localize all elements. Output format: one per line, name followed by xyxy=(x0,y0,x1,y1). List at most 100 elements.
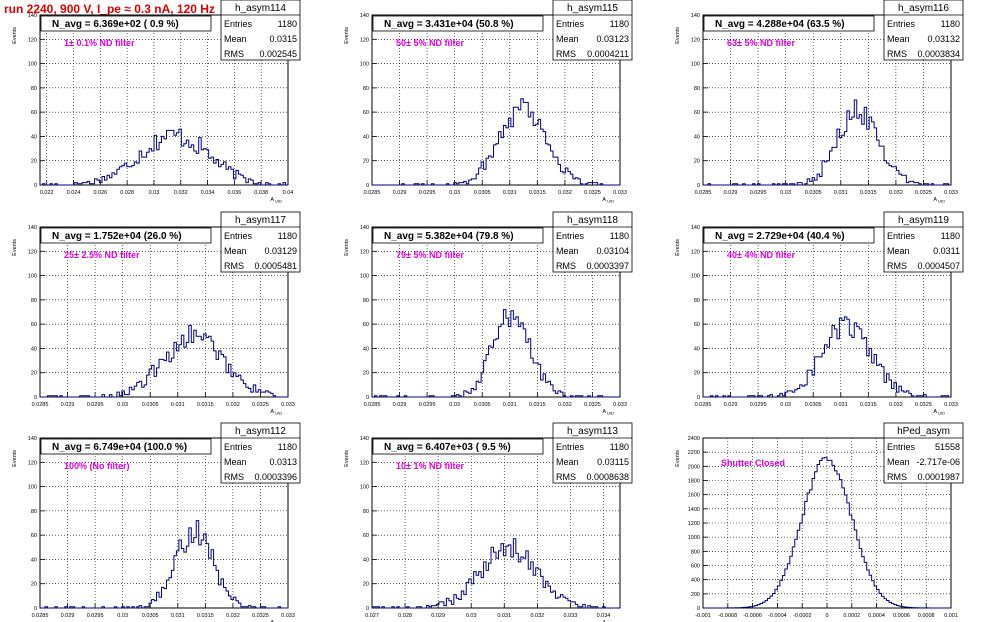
histogram-title-box xyxy=(703,227,875,244)
y-tick-label: 40 xyxy=(31,346,37,352)
y-tick-label: 120 xyxy=(28,37,37,43)
x-tick-label: 0.03 xyxy=(449,402,460,408)
panel-h_asym118: 0.0285 0.029 0.0295 0.03 0.0305 0.031 0.0315 0.… xyxy=(344,211,633,416)
x-axis-title: A UID xyxy=(602,197,614,204)
y-tick-label: 40 xyxy=(363,557,369,563)
stats-name: h_asym119 xyxy=(898,215,949,226)
y-tick-label: 0 xyxy=(366,183,369,189)
plot-frame xyxy=(39,226,289,398)
y-tick-label: 140 xyxy=(28,436,37,442)
x-tick-label: 0 xyxy=(825,613,828,619)
x-tick-label: 0.029 xyxy=(431,613,445,619)
plot-frame xyxy=(371,226,621,398)
x-tick-label: 0.0325 xyxy=(915,402,932,408)
x-tick-label: 0.0285 xyxy=(695,402,712,408)
y-tick-label: 0 xyxy=(697,395,700,401)
stats-name: h_asym113 xyxy=(567,426,618,437)
x-tick-label: 0.03 xyxy=(466,613,477,619)
x-tick-label: 0.0305 xyxy=(474,190,491,196)
y-tick-label: 100 xyxy=(360,485,369,491)
stats-box xyxy=(220,0,301,61)
y-tick-label: 2000 xyxy=(688,464,700,470)
x-tick-label: 0.031 xyxy=(171,402,185,408)
y-tick-label: 120 xyxy=(28,249,37,255)
y-tick-label: 80 xyxy=(363,509,369,515)
y-tick-label: 60 xyxy=(31,322,37,328)
x-tick-label: 0.026 xyxy=(93,190,107,196)
x-tick-label: 0.0305 xyxy=(142,402,159,408)
y-tick-label: 60 xyxy=(694,322,700,328)
x-tick-label: 0.032 xyxy=(558,190,572,196)
x-tick-label: 0.022 xyxy=(40,190,54,196)
histogram-title: N_avg = 4.288e+04 (63.5 %) xyxy=(715,19,845,30)
y-tick-label: 1400 xyxy=(688,507,700,513)
stats-name: hPed_asym xyxy=(897,426,950,437)
x-tick-label: 0.0315 xyxy=(197,402,214,408)
histogram-title: N_avg = 3.431e+04 (50.8 %) xyxy=(384,19,514,30)
x-tick-label: 0.0295 xyxy=(419,402,436,408)
stats-value: 1180 xyxy=(610,442,629,452)
x-tick-label: 0.03 xyxy=(117,613,128,619)
y-tick-label: 2400 xyxy=(688,436,700,442)
x-tick-label: 0.0008 xyxy=(918,613,935,619)
x-tick-label: 0.0295 xyxy=(87,402,104,408)
plot-frame xyxy=(702,14,952,186)
x-tick-label: -0.001 xyxy=(695,613,711,619)
stats-label: Entries xyxy=(556,231,585,241)
stats-label: Mean xyxy=(887,246,910,256)
filter-annotation: 50± 5% ND filter xyxy=(396,38,464,48)
x-tick-label: 0.036 xyxy=(227,190,241,196)
y-tick-label: 0 xyxy=(34,183,37,189)
y-axis-title: Events xyxy=(12,27,18,44)
histogram-title-box xyxy=(40,438,212,455)
x-tick-label: 0.038 xyxy=(254,190,268,196)
stats-label: Mean xyxy=(887,34,910,44)
stats-value: 0.0003396 xyxy=(254,472,297,482)
y-tick-label: 200 xyxy=(691,592,700,598)
y-tick-label: 80 xyxy=(363,86,369,92)
y-tick-label: 60 xyxy=(694,110,700,116)
y-tick-label: 100 xyxy=(691,62,700,68)
stats-label: RMS xyxy=(224,472,244,482)
panel-h_asym119: 0.0285 0.029 0.0295 0.03 0.0305 0.031 0.0315 0.… xyxy=(675,211,964,416)
x-tick-label: 0.0004 xyxy=(868,613,885,619)
histogram-series xyxy=(372,98,620,186)
x-tick-label: 0.0315 xyxy=(860,190,877,196)
run-title: run 2240, 900 V, I_pe ≈ 0.3 nA, 120 Hz xyxy=(4,2,215,16)
x-tick-label: 0.0285 xyxy=(364,190,381,196)
stats-value: 1180 xyxy=(941,19,960,29)
histogram-series xyxy=(703,456,951,609)
x-tick-label: 0.029 xyxy=(724,402,738,408)
x-tick-label: 0.0305 xyxy=(474,402,491,408)
y-tick-label: 100 xyxy=(360,274,369,280)
stats-name: h_asym115 xyxy=(567,3,618,14)
y-axis-title: Events xyxy=(675,239,681,256)
y-tick-label: 80 xyxy=(694,86,700,92)
x-tick-label: 0.032 xyxy=(530,613,544,619)
x-axis-title: A UID xyxy=(933,409,945,416)
panel-h_asym112: 0.0285 0.029 0.0295 0.03 0.0305 0.031 0.0315 0.… xyxy=(12,422,301,622)
stats-value: 0.002545 xyxy=(259,49,297,59)
stats-box xyxy=(883,0,964,61)
y-tick-label: 100 xyxy=(28,485,37,491)
y-axis-title: Events xyxy=(344,27,350,44)
y-tick-label: 60 xyxy=(31,110,37,116)
y-tick-label: 60 xyxy=(363,322,369,328)
y-tick-label: 2200 xyxy=(688,450,700,456)
stats-name: h_asym116 xyxy=(898,3,949,14)
y-tick-label: 40 xyxy=(31,557,37,563)
stats-label: RMS xyxy=(224,261,244,271)
y-tick-label: 1800 xyxy=(688,479,700,485)
y-tick-label: 20 xyxy=(363,371,369,377)
stats-label: Mean xyxy=(556,34,579,44)
y-tick-label: 600 xyxy=(691,564,700,570)
y-tick-label: 100 xyxy=(360,62,369,68)
filter-annotation: Shutter Closed xyxy=(721,458,785,468)
stats-label: RMS xyxy=(556,49,576,59)
filter-annotation: 63± 5% ND filter xyxy=(727,38,795,48)
x-tick-label: 0.029 xyxy=(393,190,407,196)
panel-h_asym117: 0.0285 0.029 0.0295 0.03 0.0305 0.031 0.0315 0.… xyxy=(12,211,301,416)
stats-value: 0.0315 xyxy=(269,34,297,44)
stats-value: 0.0005481 xyxy=(254,261,297,271)
y-tick-label: 80 xyxy=(694,298,700,304)
